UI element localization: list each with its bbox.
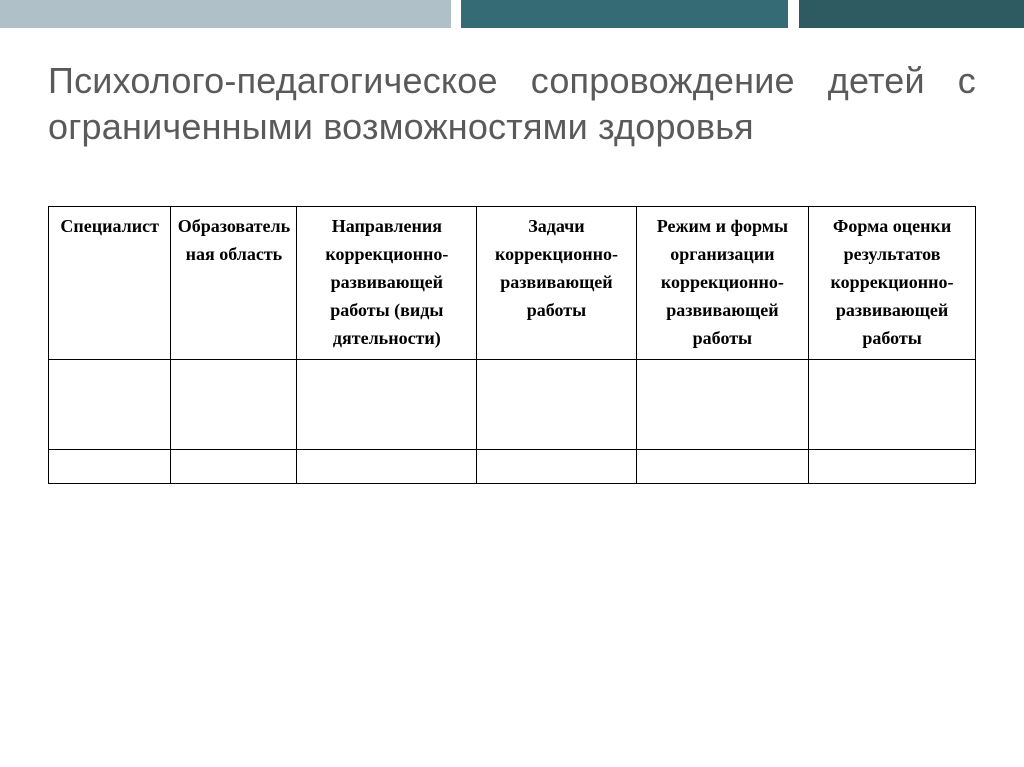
cell bbox=[297, 359, 477, 449]
col-assessment-form: Форма оценки результатов коррекционно-ра… bbox=[809, 207, 976, 359]
cell bbox=[477, 449, 636, 483]
bar-segment bbox=[461, 0, 789, 28]
cell bbox=[297, 449, 477, 483]
cell bbox=[49, 359, 171, 449]
cell bbox=[809, 359, 976, 449]
support-table: Специалист Образовательная область Напра… bbox=[48, 206, 976, 483]
col-specialist: Специалист bbox=[49, 207, 171, 359]
cell bbox=[636, 449, 808, 483]
col-mode-forms: Режим и формы организации коррекционно-р… bbox=[636, 207, 808, 359]
cell bbox=[809, 449, 976, 483]
table-header-row: Специалист Образовательная область Напра… bbox=[49, 207, 976, 359]
cell bbox=[171, 359, 297, 449]
table-row bbox=[49, 359, 976, 449]
decorative-top-bar bbox=[0, 0, 1024, 28]
col-tasks: Задачи коррекционно-развивающей работы bbox=[477, 207, 636, 359]
cell bbox=[49, 449, 171, 483]
bar-segment bbox=[799, 0, 1024, 28]
bar-segment bbox=[451, 0, 461, 28]
table-row bbox=[49, 449, 976, 483]
bar-segment bbox=[788, 0, 798, 28]
cell bbox=[171, 449, 297, 483]
slide-content: Психолого-педагогическое сопровождение д… bbox=[0, 28, 1024, 484]
bar-segment bbox=[0, 0, 451, 28]
slide-title: Психолого-педагогическое сопровождение д… bbox=[48, 58, 976, 150]
col-edu-area: Образовательная область bbox=[171, 207, 297, 359]
cell bbox=[636, 359, 808, 449]
cell bbox=[477, 359, 636, 449]
col-directions: Направления коррекционно-развивающей раб… bbox=[297, 207, 477, 359]
